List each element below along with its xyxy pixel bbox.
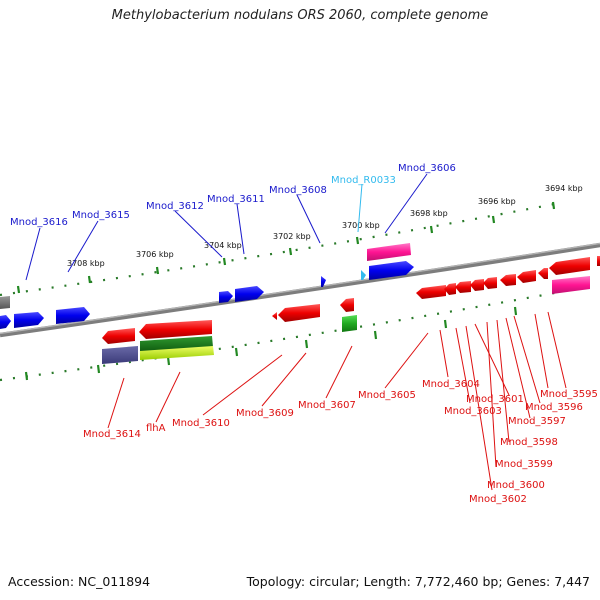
scale-label: 3696 kbp bbox=[478, 197, 516, 206]
gene-mnod-3598[interactable] bbox=[500, 274, 516, 286]
gene-label[interactable]: Mnod_3604 bbox=[422, 379, 480, 390]
gene-label[interactable]: Mnod_3608 bbox=[269, 185, 327, 196]
gene-label[interactable]: Mnod_3607 bbox=[298, 400, 356, 411]
gene-label[interactable]: flhA bbox=[146, 423, 166, 434]
gene-green-small[interactable] bbox=[342, 315, 357, 332]
inner-scale-major-ticks bbox=[24, 306, 518, 381]
gene-label[interactable]: Mnod_3614 bbox=[83, 429, 141, 440]
gene-mnod-3605[interactable] bbox=[416, 285, 446, 299]
gene-mnod-3606-pink[interactable] bbox=[367, 243, 411, 261]
bottom-label-connectors bbox=[107, 311, 567, 491]
outer-scale-major-ticks bbox=[16, 201, 556, 294]
forward-genes bbox=[0, 243, 414, 329]
gene-label[interactable]: Mnod_3599 bbox=[495, 459, 553, 470]
top-label-connectors bbox=[25, 173, 428, 281]
scale-label: 3706 kbp bbox=[136, 250, 174, 259]
genome-summary-text: Topology: circular; Length: 7,772,460 bp… bbox=[246, 574, 590, 589]
gene-mnod-3611[interactable] bbox=[235, 286, 264, 302]
gene-mnod-r0033[interactable] bbox=[361, 270, 366, 280]
gene-flha[interactable] bbox=[139, 320, 212, 339]
gene-mnod-3609-small[interactable] bbox=[272, 312, 277, 320]
gene-mnod-3615[interactable] bbox=[14, 312, 44, 328]
inner-scale-dots bbox=[0, 290, 561, 382]
gene-label[interactable]: Mnod_3609 bbox=[236, 408, 294, 419]
gene-mnod-3595[interactable] bbox=[549, 257, 590, 275]
gene-label[interactable]: Mnod_3596 bbox=[525, 402, 583, 413]
accession-text: Accession: NC_011894 bbox=[8, 574, 151, 589]
gene-mnod-3612[interactable] bbox=[219, 291, 233, 303]
gene-mnod-3609[interactable] bbox=[278, 304, 320, 322]
gene-mnod-3594[interactable] bbox=[597, 256, 600, 266]
gene-mnod-3616[interactable] bbox=[0, 315, 11, 329]
gene-label[interactable]: Mnod_3597 bbox=[508, 416, 566, 427]
gene-label[interactable]: Mnod_3606 bbox=[398, 163, 456, 174]
gene-label[interactable]: Mnod_3598 bbox=[500, 437, 558, 448]
gene-label[interactable]: Mnod_3612 bbox=[146, 201, 204, 212]
gene-mnod-3596[interactable] bbox=[538, 268, 548, 279]
rna-label-connector bbox=[357, 183, 363, 233]
scale-label: 3704 kbp bbox=[204, 241, 242, 250]
gene-mnod-3603[interactable] bbox=[455, 281, 471, 293]
scale-label: 3702 kbp bbox=[273, 232, 311, 241]
scale-label: 3698 kbp bbox=[410, 209, 448, 218]
gene-label[interactable]: Mnod_3616 bbox=[10, 217, 68, 228]
gene-label[interactable]: Mnod_3615 bbox=[72, 210, 130, 221]
gene-mnod-3601[interactable] bbox=[470, 279, 484, 291]
map-title: Methylobacterium nodulans ORS 2060, comp… bbox=[111, 8, 489, 23]
gene-label[interactable]: Mnod_3602 bbox=[469, 494, 527, 505]
gene-mnod-3608[interactable] bbox=[321, 276, 326, 287]
gene-label[interactable]: Mnod_3610 bbox=[172, 418, 230, 429]
gene-lime[interactable] bbox=[140, 346, 214, 360]
gene-label[interactable]: Mnod_3603 bbox=[444, 406, 502, 417]
gene-mnod-3606[interactable] bbox=[369, 261, 414, 280]
gene-slate[interactable] bbox=[102, 346, 138, 364]
gene-pink-reverse[interactable] bbox=[552, 276, 590, 294]
gene-label[interactable]: Mnod_3600 bbox=[487, 480, 545, 491]
gene-grey[interactable] bbox=[0, 296, 10, 309]
gene-mnod-3607[interactable] bbox=[340, 298, 354, 312]
gene-label[interactable]: Mnod_R0033 bbox=[331, 175, 396, 186]
gene-label[interactable]: Mnod_3611 bbox=[207, 194, 265, 205]
genome-backbone bbox=[0, 242, 600, 338]
scale-label: 3700 kbp bbox=[342, 221, 380, 230]
scale-label: 3708 kbp bbox=[67, 259, 105, 268]
gene-mnod-3604[interactable] bbox=[444, 283, 456, 295]
gene-label[interactable]: Mnod_3605 bbox=[358, 390, 416, 401]
reverse-genes bbox=[102, 256, 600, 364]
gene-mnod-3597[interactable] bbox=[517, 270, 536, 283]
gene-mnod-3600[interactable] bbox=[483, 277, 497, 289]
gene-label[interactable]: Mnod_3595 bbox=[540, 389, 598, 400]
scale-label: 3694 kbp bbox=[545, 184, 583, 193]
gene-mnod-3613[interactable] bbox=[56, 307, 90, 324]
gene-mnod-3614[interactable] bbox=[102, 328, 135, 344]
gene-label[interactable]: Mnod_3601 bbox=[466, 394, 524, 405]
